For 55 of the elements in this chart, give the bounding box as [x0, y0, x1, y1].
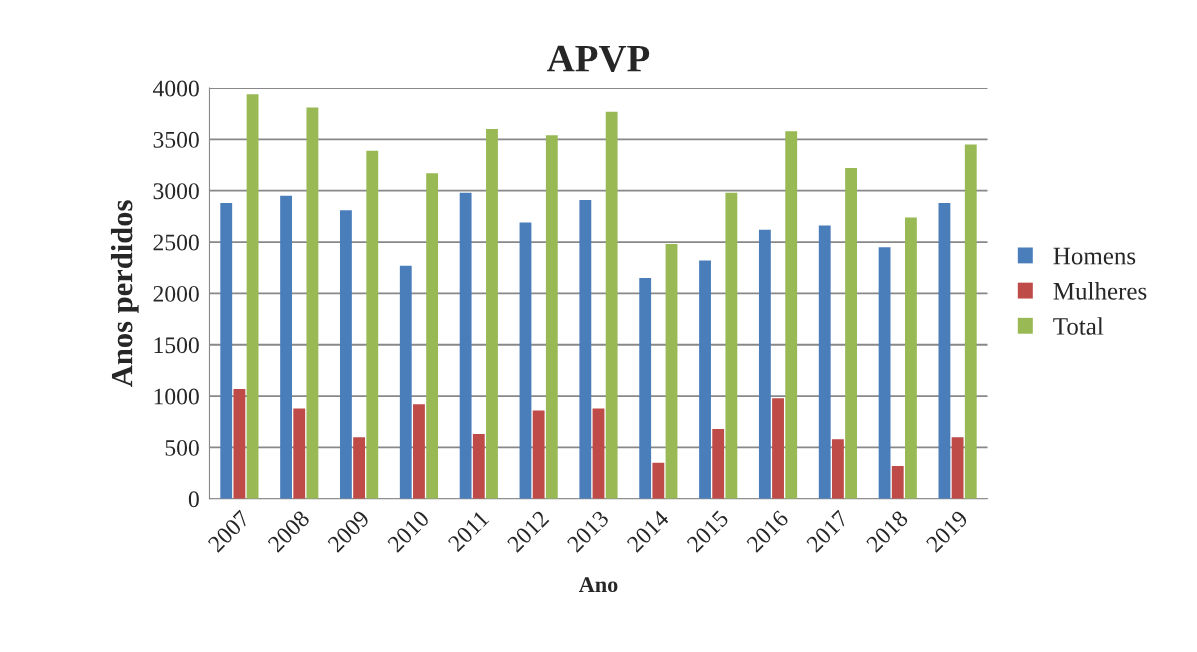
y-tick-label: 0 — [188, 491, 199, 508]
y-tick-label: 2500 — [153, 234, 199, 251]
bar — [353, 437, 366, 499]
bar — [280, 195, 293, 499]
bar — [306, 107, 319, 499]
bar — [519, 222, 532, 499]
bar — [818, 225, 831, 499]
bar — [340, 210, 352, 499]
bar — [293, 408, 306, 499]
bar — [233, 388, 246, 499]
bar — [891, 465, 904, 499]
x-tick-label: 2011 — [447, 509, 490, 553]
bar — [725, 192, 738, 499]
y-tick-label: 1500 — [154, 337, 199, 354]
bar — [545, 135, 558, 499]
bar — [486, 129, 498, 499]
bar — [413, 404, 425, 499]
legend-label: Homens — [1053, 247, 1136, 265]
y-tick-label: 3000 — [153, 183, 199, 200]
bar — [785, 131, 798, 499]
bar — [665, 244, 678, 499]
legend-label: Total — [1053, 317, 1104, 335]
bar — [532, 410, 545, 499]
bar — [426, 173, 439, 499]
bar — [938, 203, 951, 499]
y-tick-label: 500 — [165, 439, 199, 456]
legend-label: Mulheres — [1053, 282, 1147, 300]
bar — [845, 168, 857, 499]
bar — [605, 111, 618, 499]
bar — [831, 439, 844, 499]
x-axis-title: Ano — [578, 577, 618, 593]
bar — [472, 434, 485, 499]
bar — [246, 94, 259, 499]
y-axis-title: Anos perdidos — [110, 200, 139, 387]
bar — [758, 229, 771, 499]
bar — [592, 408, 605, 499]
bar — [652, 462, 665, 499]
bar — [399, 265, 412, 499]
y-tick-label: 2000 — [153, 285, 199, 302]
bar — [904, 217, 917, 499]
bar — [366, 150, 379, 499]
y-tick-label: 3500 — [153, 131, 199, 148]
y-tick-label: 4000 — [152, 80, 199, 97]
bar — [459, 192, 472, 499]
bar — [699, 260, 711, 499]
bar — [951, 437, 964, 499]
bar — [964, 144, 977, 499]
bar — [639, 278, 652, 499]
bar — [220, 203, 233, 499]
bar — [712, 428, 725, 499]
bar — [579, 199, 592, 499]
y-tick-label: 1000 — [154, 388, 199, 405]
bar — [878, 247, 891, 499]
chart-title: APVP — [547, 45, 650, 72]
bar — [772, 398, 784, 499]
